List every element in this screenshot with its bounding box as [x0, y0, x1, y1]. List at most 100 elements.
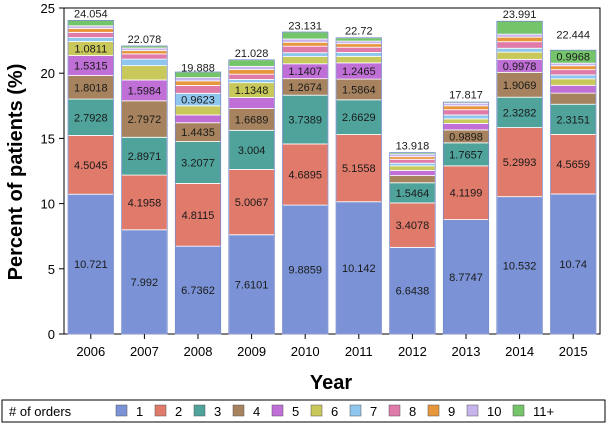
segment-label: 5.1558: [342, 163, 376, 175]
bar-total-label: 24.054: [74, 8, 108, 20]
bar-total-label: 22.078: [128, 34, 162, 46]
bar-segment-5-2015: [550, 84, 597, 94]
x-tick-label: 2006: [76, 344, 105, 359]
bar-segment-4-2015: [550, 92, 597, 105]
segment-label: 3.7389: [288, 115, 322, 127]
bar-segment-1-2008: [174, 245, 222, 335]
segment-label: 10.721: [74, 259, 108, 271]
bar-segment-7-2007: [121, 58, 168, 67]
bar-segment-7-2006: [67, 37, 114, 42]
bar-segment-6-2015: [550, 78, 597, 86]
segment-label: 0.9968: [556, 52, 590, 64]
bar-total-label: 23.131: [288, 20, 322, 32]
bar-total-label: 21.028: [235, 48, 269, 60]
segment-label: 7.6101: [235, 279, 269, 291]
segment-label: 5.2993: [503, 157, 537, 169]
bar-segment-8-2012: [389, 158, 436, 164]
segment-label: 1.8018: [74, 82, 108, 94]
segment-label: 6.7362: [181, 285, 215, 297]
segment-label: 4.1199: [450, 188, 483, 200]
segment-label: 1.4435: [181, 127, 215, 139]
bar-segment-7-2013: [442, 114, 490, 120]
bar-segment-1-2011: [335, 201, 382, 335]
bar-segment-2-2010: [282, 143, 329, 206]
segment-label: 3.2077: [181, 158, 215, 170]
bar-segment-7-2009: [228, 79, 275, 84]
bar-segment-9-2010: [282, 41, 329, 47]
segment-label: 10.142: [342, 263, 376, 275]
y-tick-label: 25: [41, 1, 55, 16]
bar-segment-11+-2010: [282, 31, 329, 40]
bar-segment-1-2009: [228, 234, 275, 335]
legend-label-8: 8: [409, 404, 416, 419]
x-tick-label: 2010: [291, 344, 320, 359]
bar-segment-11+-2009: [228, 59, 275, 67]
bar-segment-2-2014: [496, 127, 543, 198]
legend-swatch-7: [349, 404, 362, 417]
bar-segment-1-2015: [550, 193, 597, 335]
y-tick-label: 15: [41, 131, 55, 146]
y-tick-label: 5: [48, 262, 55, 277]
bar-segment-8-2013: [442, 109, 490, 116]
segment-label: 1.1348: [235, 85, 269, 97]
bar-segment-8-2006: [67, 31, 114, 38]
segment-label: 1.6689: [235, 114, 269, 126]
segment-label: 0.9898: [449, 131, 483, 143]
bar-segment-6-2012: [389, 165, 436, 171]
bar-total-label: 13.918: [396, 141, 430, 153]
legend-swatch-5: [271, 404, 284, 417]
legend-swatch-11+: [512, 404, 525, 417]
segment-label: 0.9978: [503, 61, 537, 73]
bar-segment-7-2014: [496, 47, 543, 53]
segment-label: 0.9623: [181, 95, 215, 107]
legend-title: # of orders: [9, 404, 72, 419]
bar-segment-3-2015: [550, 103, 597, 135]
bar-segment-9-2007: [121, 50, 168, 55]
bar-segment-7-2011: [335, 52, 382, 57]
legend-swatch-3: [193, 404, 206, 417]
bar-segment-9-2013: [442, 105, 490, 111]
segment-label: 2.7972: [128, 114, 162, 126]
bar-segment-10-2014: [496, 33, 543, 38]
legend-label-10: 10: [487, 404, 501, 419]
bar-segment-3-2011: [335, 99, 382, 135]
x-tick-label: 2011: [345, 344, 373, 359]
bar-segment-11+-2006: [67, 19, 114, 27]
segment-label: 1.0811: [74, 44, 107, 56]
bar-segment-8-2015: [550, 69, 597, 76]
segment-label: 4.1958: [128, 197, 162, 209]
y-axis-title: Percent of patients (%): [5, 64, 27, 281]
x-tick-label: 2007: [130, 344, 159, 359]
bar-segment-9-2015: [550, 65, 597, 71]
legend-label-7: 7: [370, 404, 377, 419]
x-axis-title: Year: [310, 372, 352, 394]
segment-label: 10.532: [503, 260, 537, 272]
segment-label: 1.5315: [74, 61, 108, 73]
segment-label: 1.9069: [503, 80, 537, 92]
segment-label: 1.2465: [342, 66, 376, 78]
x-tick-label: 2015: [559, 344, 588, 359]
bar-segment-11+-2014: [496, 20, 543, 35]
bar-segment-2-2007: [121, 174, 168, 231]
legend: # of orders 1 2 3 4 5 6 7 8 9 10 11+: [1, 399, 606, 423]
bar-segment-10-2008: [174, 77, 222, 82]
bar-total-label: 22.444: [556, 29, 590, 41]
segment-label: 9.8859: [288, 265, 322, 277]
bar-segment-3-2008: [174, 141, 222, 184]
bar-segment-2-2006: [67, 135, 114, 195]
segment-label: 1.1407: [288, 66, 322, 78]
bar-segment-2-2008: [174, 183, 222, 247]
y-tick-label: 0: [48, 327, 55, 342]
x-tick-label: 2013: [452, 344, 481, 359]
bar-segment-9-2014: [496, 36, 543, 43]
segment-label: 2.8971: [128, 151, 162, 163]
bar-segment-7-2010: [282, 52, 329, 58]
segment-label: 1.7657: [449, 149, 483, 161]
bar-segment-9-2006: [67, 28, 114, 33]
bar-segment-2-2009: [228, 169, 275, 236]
bar-segment-5-2013: [442, 123, 490, 131]
bar-segment-6-2011: [335, 55, 382, 64]
bar-segment-6-2013: [442, 118, 490, 124]
bar-segment-4-2012: [389, 175, 436, 184]
